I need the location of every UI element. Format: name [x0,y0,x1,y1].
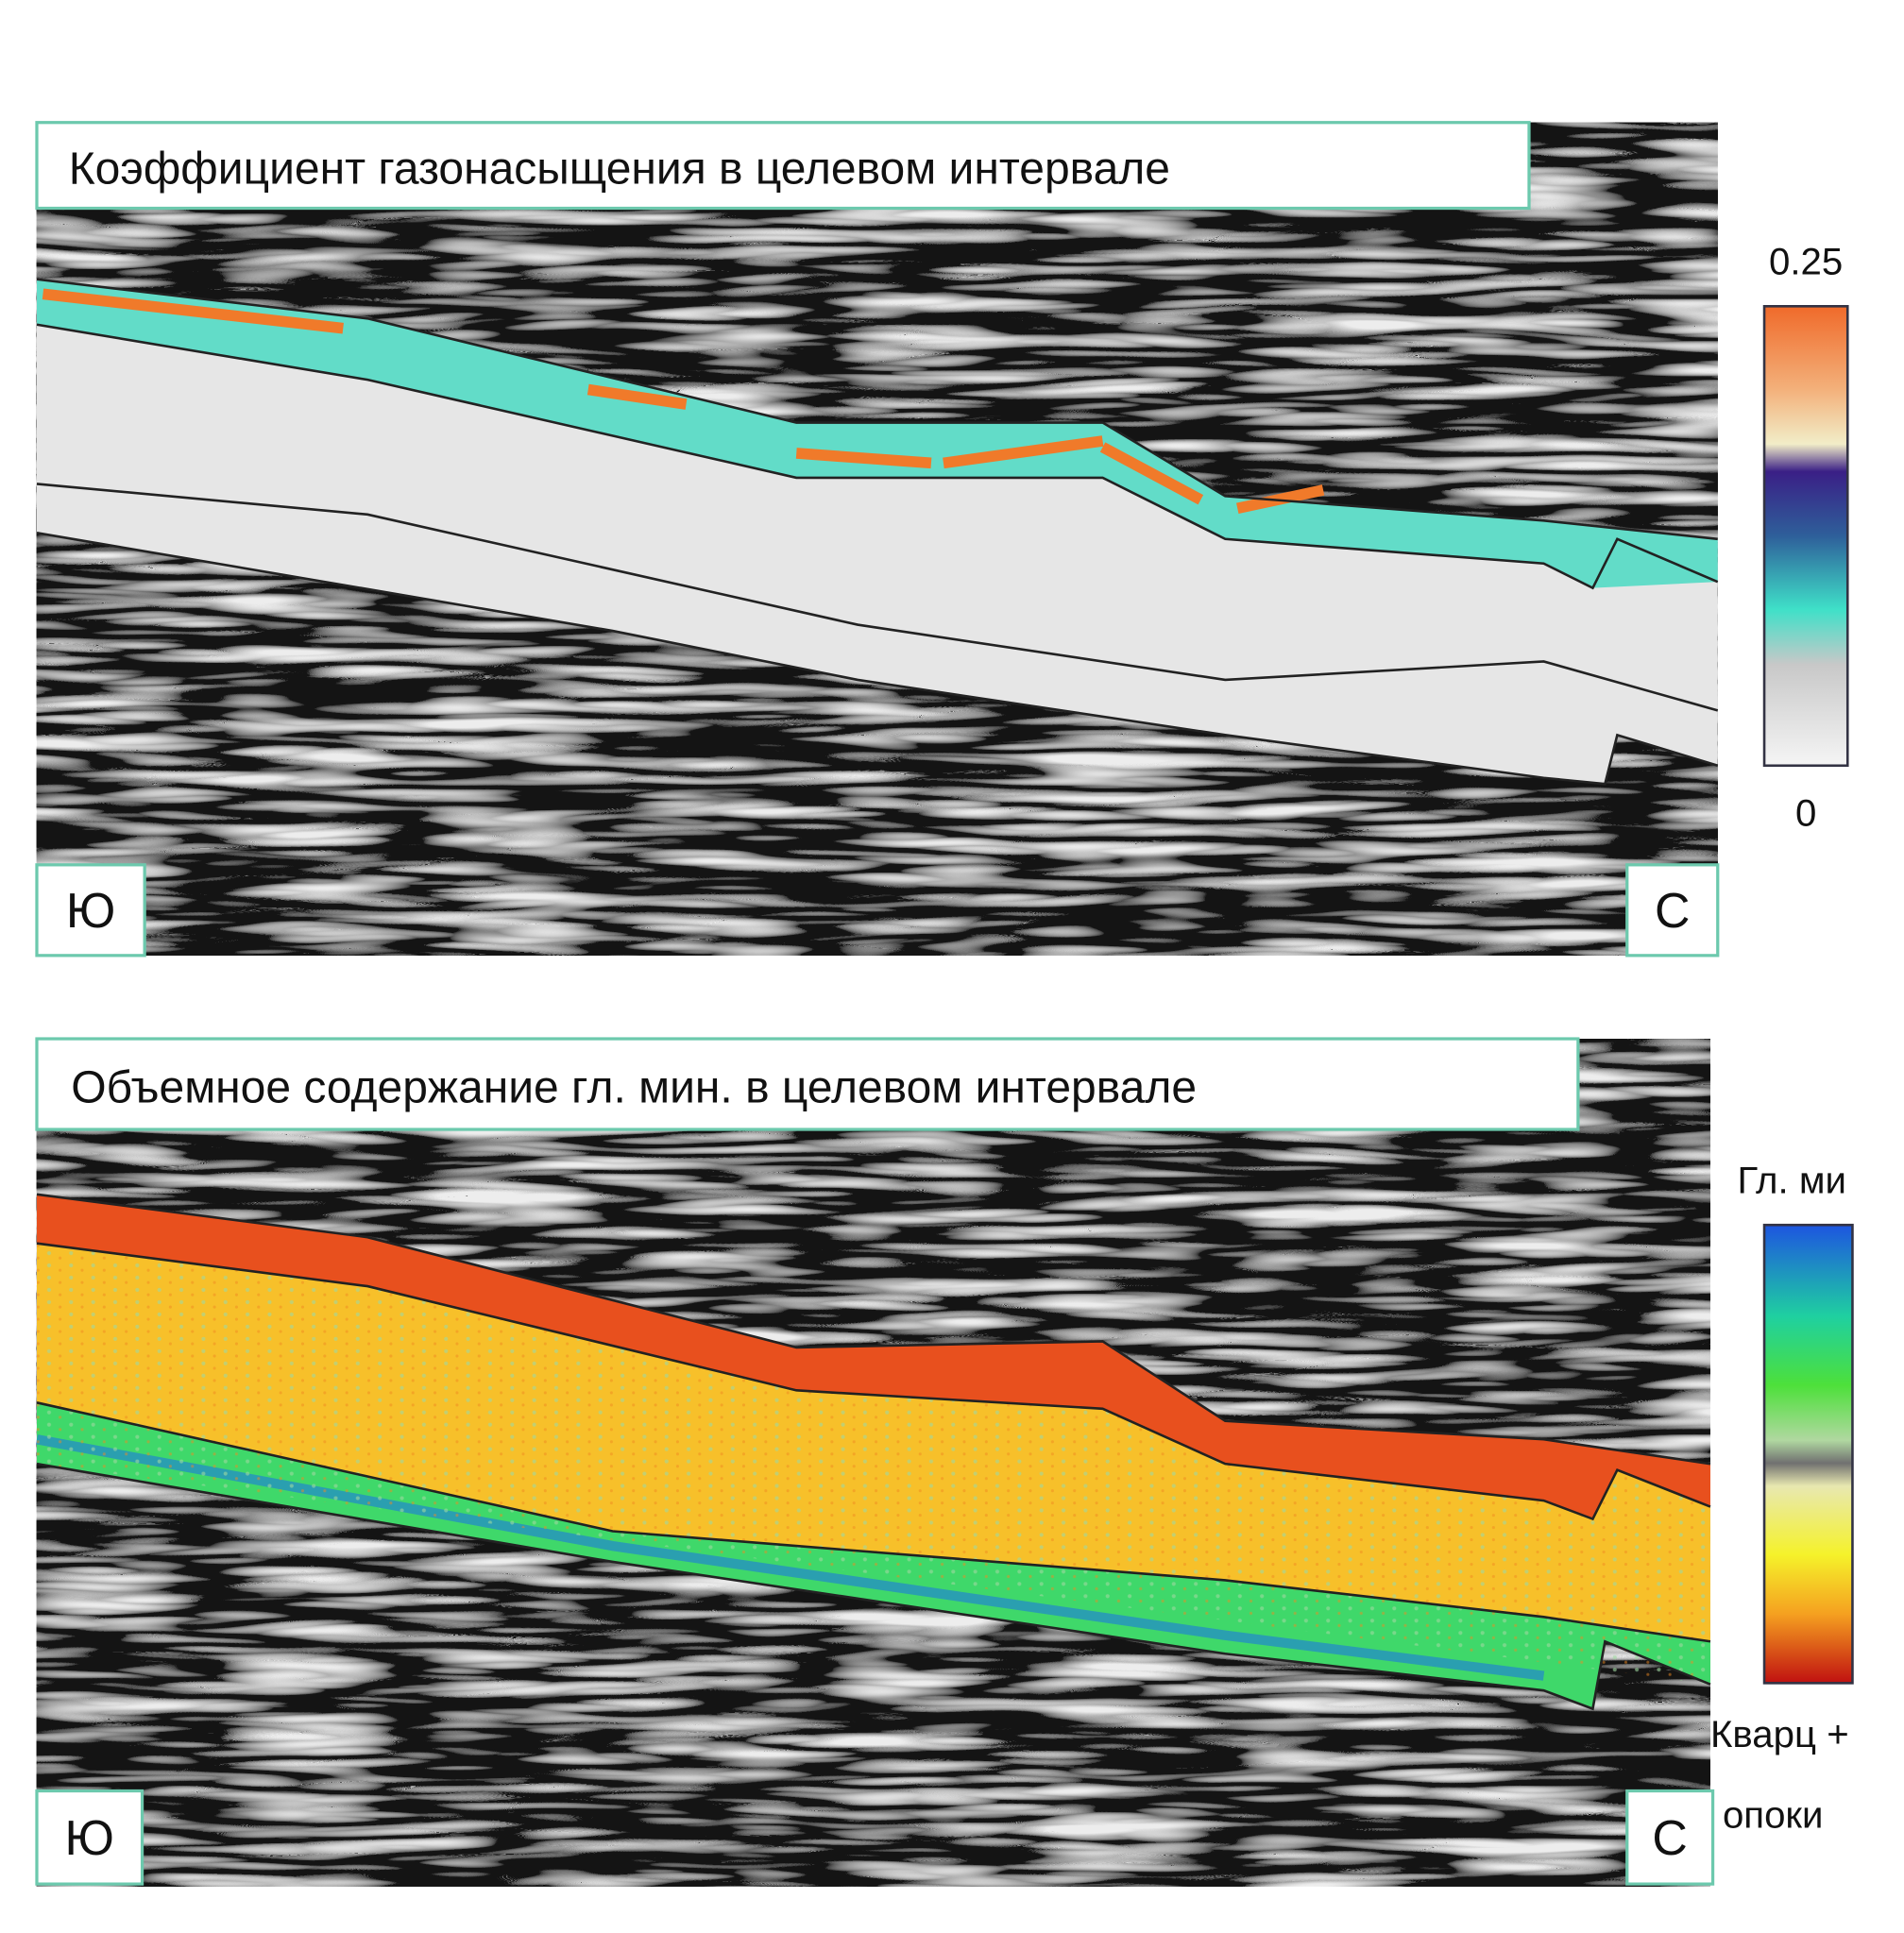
gas-streak [42,288,1325,515]
direction-label: С [1652,1810,1687,1865]
direction-label: Ю [65,1810,114,1865]
horizon [36,278,1718,541]
colorbar-max: 0.25 [1769,241,1843,283]
horizon [36,1401,1711,1643]
horizon [36,323,1719,590]
speckle [36,1194,1710,1685]
direction-label: С [1655,883,1690,938]
colorbar [1762,1223,1854,1685]
title-box [35,121,1531,211]
horizon [36,532,1719,786]
light-zone [36,279,1718,785]
horizon [36,1193,1711,1466]
horizon [36,1462,1711,1711]
label-box [35,863,146,958]
panel-top: Коэффициент газонасыщения в целевом инте… [35,121,1849,958]
horizon [36,1242,1711,1521]
colorbar-top-label: Гл. ми [1738,1159,1846,1201]
label-box [1625,1789,1715,1886]
red-band [36,1194,1710,1519]
colorbar-bottom-label: Кварц + [1710,1713,1849,1755]
label-box [1625,863,1720,958]
panel-title: Коэффициент газонасыщения в целевом инте… [69,144,1170,195]
gas-band [36,279,1718,588]
panel-title: Объемное содержание гл. мин. в целевом и… [71,1062,1197,1112]
colorbar [1762,305,1849,768]
title-box [35,1037,1580,1131]
label-box [35,1789,144,1886]
panel-bottom: Объемное содержание гл. мин. в целевом и… [35,1037,1854,1887]
colorbar-min: 0 [1795,791,1816,834]
horizon [36,483,1719,712]
colorbar-bottom-label: опоки [1723,1793,1824,1836]
direction-label: Ю [66,883,115,938]
